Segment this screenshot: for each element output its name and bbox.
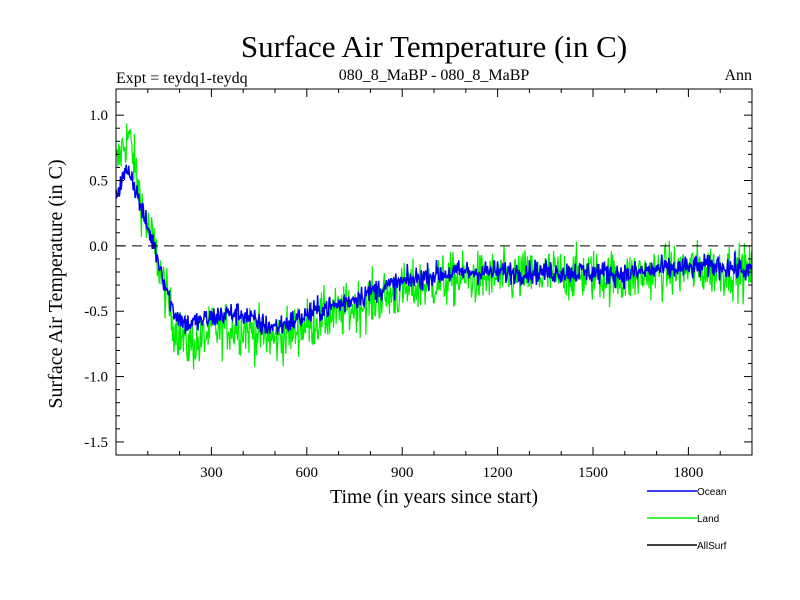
x-tick-label: 300 <box>200 465 223 481</box>
chart-subtitle-right: Ann <box>724 67 752 84</box>
y-tick-label: -0.5 <box>84 304 108 320</box>
x-axis-label: Time (in years since start) <box>330 486 538 508</box>
x-tick-label: 1800 <box>673 465 703 481</box>
ticks-layer: 300 600 900 1200 1500 1800 -1.5 -1.0 -0.5 0.0 0.5 1… <box>84 89 752 481</box>
chart-subtitle-center: 080_8_MaBP - 080_8_MaBP <box>339 67 530 84</box>
legend-label-land: Land <box>697 514 719 525</box>
chart-subtitle-left: Expt = teydq1-teydq <box>116 70 248 87</box>
y-tick-label: -1.5 <box>84 435 108 451</box>
y-tick-label: 0.5 <box>89 174 108 190</box>
x-tick-label: 600 <box>296 465 319 481</box>
x-tick-label: 900 <box>391 465 414 481</box>
x-tick-label: 1200 <box>483 465 513 481</box>
legend: Ocean Land AllSurf <box>647 487 727 552</box>
y-tick-label: -1.0 <box>84 370 108 386</box>
y-axis-label: Surface Air Temperature (in C) <box>45 159 67 408</box>
y-tick-label: 1.0 <box>89 108 108 124</box>
chart-title: Surface Air Temperature (in C) <box>241 29 627 64</box>
series-layer <box>115 123 753 370</box>
legend-label-allsurf: AllSurf <box>697 541 727 552</box>
x-tick-label: 1500 <box>578 465 608 481</box>
series-line-land <box>115 123 753 370</box>
y-tick-label: 0.0 <box>89 239 108 255</box>
legend-label-ocean: Ocean <box>697 487 726 498</box>
series-line-ocean <box>115 164 753 335</box>
